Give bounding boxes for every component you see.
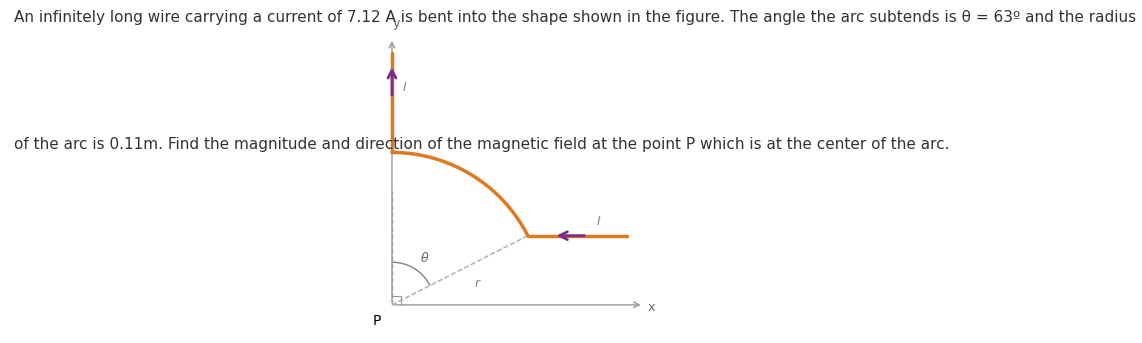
Text: of the arc is 0.11m. Find the magnitude and direction of the magnetic field at t: of the arc is 0.11m. Find the magnitude … <box>14 137 949 152</box>
Text: x: x <box>648 301 656 315</box>
Text: P: P <box>373 314 381 328</box>
Text: y: y <box>393 17 400 31</box>
Text: I: I <box>403 81 407 94</box>
Text: θ: θ <box>420 252 428 264</box>
Text: I: I <box>596 215 601 228</box>
Text: An infinitely long wire carrying a current of 7.12 A is bent into the shape show: An infinitely long wire carrying a curre… <box>14 10 1136 25</box>
Text: r: r <box>474 277 480 291</box>
